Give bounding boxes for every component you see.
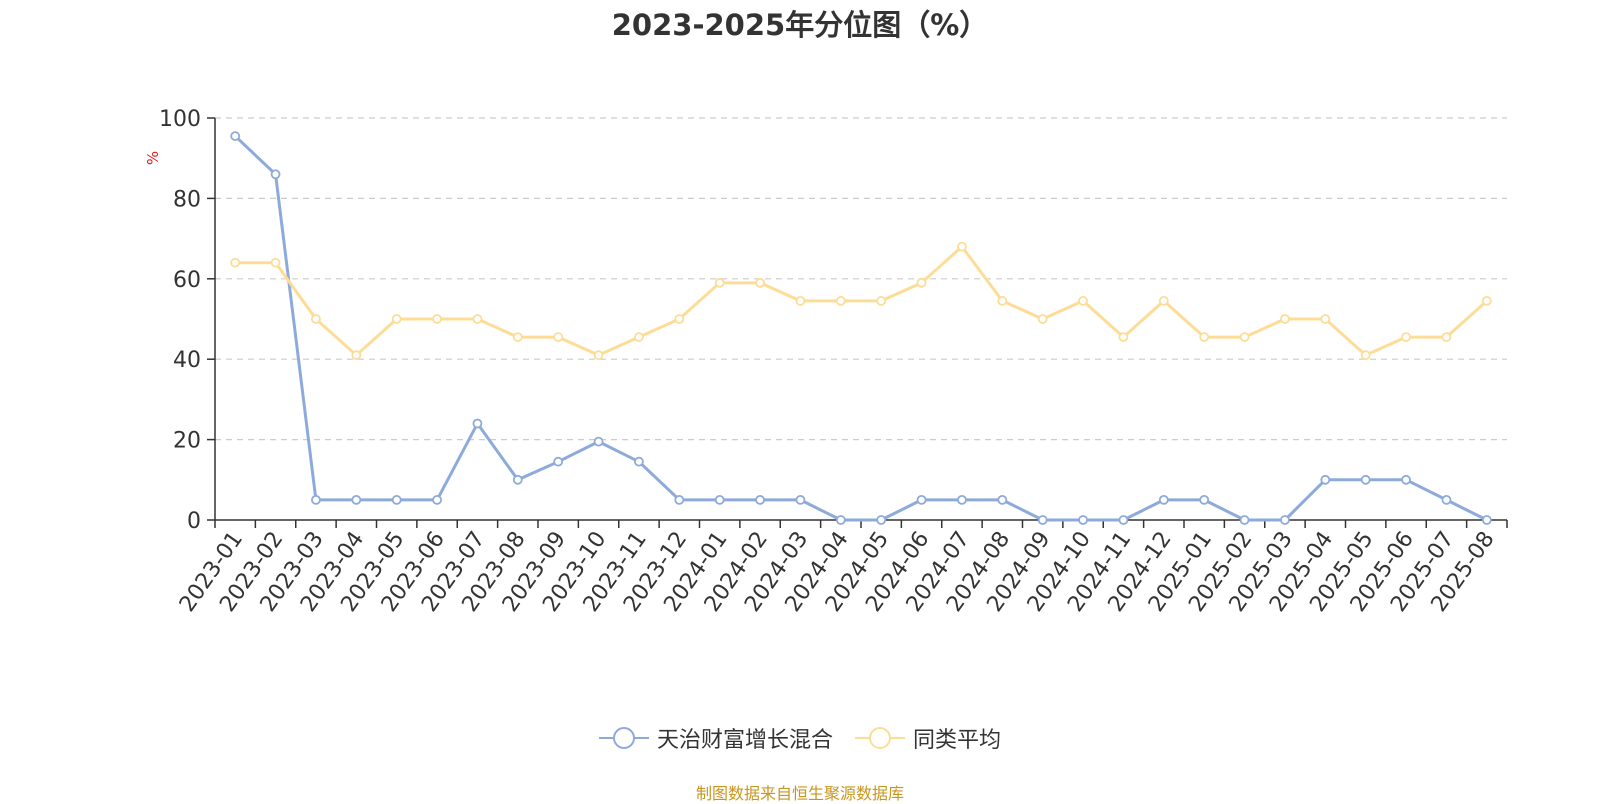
data-point [1199,494,1210,505]
source-note: 制图数据来自恒生聚源数据库 [695,784,904,803]
data-point [1320,314,1331,324]
data-point [1078,515,1088,525]
data-point [1401,332,1411,342]
data-point [472,314,483,324]
data-point [1441,494,1452,505]
y-tick-label: 60 [173,268,201,293]
data-point [432,494,442,505]
data-point [512,332,523,342]
y-tick-label: 100 [159,107,201,132]
data-point [714,494,725,505]
series-line-1 [234,135,1488,522]
data-point [876,296,887,306]
data-point [1239,332,1250,342]
y-tick-label: 0 [187,509,201,534]
data-point [674,494,685,505]
data-point [957,241,967,252]
legend-item-series-1[interactable]: 天治财富增长混合 [598,722,833,754]
data-point [1158,296,1169,306]
y-tick-label: 20 [173,429,201,454]
data-point [916,494,927,505]
data-point [634,332,644,342]
data-point [1481,515,1492,525]
data-point [1158,494,1169,505]
data-point [593,350,604,361]
data-point [795,494,806,505]
legend-marker-icon [855,727,905,749]
data-point [1239,515,1250,525]
data-point [634,456,644,467]
data-point [916,277,927,288]
data-point [1280,515,1290,525]
data-point [1078,296,1088,306]
data-point [1360,474,1371,485]
data-point [270,169,281,180]
axes: 0204060801002023-012023-022023-032023-04… [159,107,1508,617]
data-point [311,314,321,324]
data-point [1401,474,1411,485]
data-point [714,277,725,288]
data-point [674,314,685,324]
data-point [593,436,604,447]
data-point [1441,332,1452,342]
data-point [795,296,806,306]
y-axis-label: % [144,151,162,165]
data-point [755,277,765,288]
legend-item-series-2[interactable]: 同类平均 [855,722,1001,754]
series-line-2 [235,245,1488,357]
legend: 天治财富增长混合 同类平均 [0,722,1600,754]
data-point [755,494,765,505]
data-point [311,494,321,505]
y-tick-label: 80 [173,187,201,212]
data-point [835,296,846,306]
data-point [997,494,1008,505]
data-point [1280,314,1290,324]
data-point [1118,515,1129,525]
data-point [270,257,281,268]
data-point [391,314,402,324]
data-point [835,515,846,525]
y-tick-label: 40 [173,348,201,373]
data-point [351,350,362,361]
data-point [553,456,564,467]
data-point [391,494,402,505]
data-point [997,296,1008,306]
data-point [230,257,241,268]
data-point [432,314,442,324]
data-point [1360,350,1371,361]
series-lines [230,131,1492,525]
data-point [351,494,362,505]
data-point [1481,296,1492,306]
legend-label: 同类平均 [913,728,1002,753]
legend-label: 天治财富增长混合 [656,728,833,753]
chart-title: 2023-2025年分位图（%） [611,8,989,42]
data-point [1320,474,1331,485]
data-point [957,494,967,505]
data-point [876,515,887,525]
data-point [512,474,523,485]
data-point [1199,332,1210,342]
data-point [1037,515,1048,525]
data-point [472,418,483,429]
gridlines [215,117,1507,441]
data-point [553,332,564,342]
legend-marker-icon [598,727,649,749]
data-point [1118,332,1129,342]
data-point [230,131,241,141]
data-point [1037,314,1048,324]
